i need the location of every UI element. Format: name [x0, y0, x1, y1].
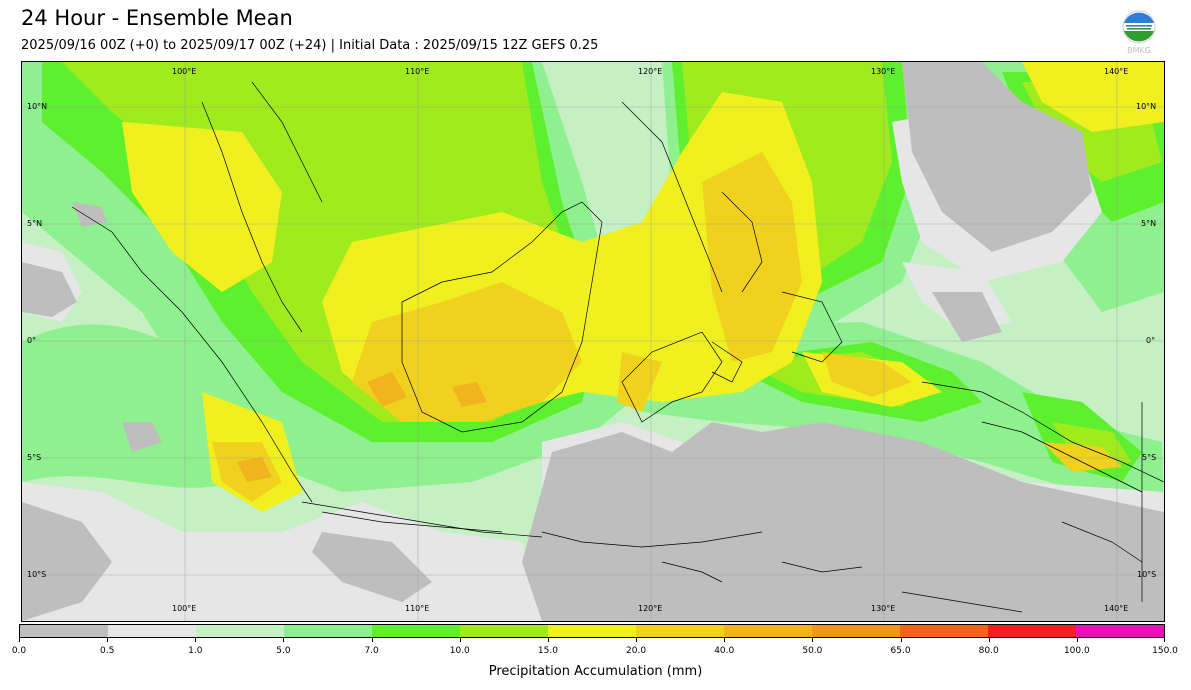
colorbar-segment: [1076, 625, 1164, 637]
colorbar-segment: [372, 625, 460, 637]
lat-label-10n-right: 10°N: [1136, 102, 1157, 111]
colorbar-tick-mark: [459, 638, 461, 642]
colorbar-label: Precipitation Accumulation (mm): [488, 664, 703, 679]
lon-label-110e-bottom: 110°E: [405, 604, 430, 613]
chart-title: 24 Hour - Ensemble Mean: [21, 6, 293, 30]
precipitation-map: [21, 61, 1165, 622]
lat-label-5n-right: 5°N: [1141, 219, 1157, 228]
colorbar-tick-mark: [547, 638, 549, 642]
colorbar-tick-label: 100.0: [1063, 646, 1090, 656]
colorbar-tick-mark: [107, 638, 109, 642]
colorbar-segment: [636, 625, 724, 637]
lat-label-0-left: 0°: [27, 336, 37, 345]
colorbar-tick-mark: [1164, 638, 1165, 642]
colorbar-segment: [988, 625, 1076, 637]
colorbar-tick-mark: [988, 638, 990, 642]
lat-label-5n-left: 5°N: [27, 219, 43, 228]
lon-label-100e-top: 100°E: [172, 67, 197, 76]
lat-label-5s-left: 5°S: [27, 453, 42, 462]
colorbar-segment: [548, 625, 636, 637]
colorbar-segment: [812, 625, 900, 637]
lon-label-140e-bottom: 140°E: [1104, 604, 1129, 613]
colorbar-tick-label: 10.0: [449, 646, 470, 656]
colorbar-segment: [724, 625, 812, 637]
colorbar-tick-label: 40.0: [714, 646, 735, 656]
lat-label-10n-left: 10°N: [27, 102, 48, 111]
lon-label-130e-bottom: 130°E: [871, 604, 896, 613]
lon-label-140e-top: 140°E: [1104, 67, 1129, 76]
colorbar-tick-label: 15.0: [537, 646, 558, 656]
lat-label-10s-left: 10°S: [27, 570, 47, 579]
colorbar-segment: [284, 625, 372, 637]
colorbar-tick-mark: [812, 638, 814, 642]
svg-text:BMKG: BMKG: [1127, 46, 1151, 55]
lat-label-0-right: 0°: [1146, 336, 1156, 345]
colorbar-tick-mark: [724, 638, 726, 642]
colorbar-segment: [196, 625, 284, 637]
colorbar-tick-mark: [19, 638, 20, 642]
colorbar-tick-label: 80.0: [978, 646, 999, 656]
colorbar-tick-mark: [371, 638, 373, 642]
lat-label-10s-right: 10°S: [1137, 570, 1157, 579]
colorbar-tick-label: 5.0: [276, 646, 291, 656]
colorbar-segment: [460, 625, 548, 637]
colorbar-tick-label: 7.0: [364, 646, 379, 656]
lon-label-100e-bottom: 100°E: [172, 604, 197, 613]
colorbar-tick-label: 1.0: [188, 646, 203, 656]
colorbar-segment: [20, 625, 108, 637]
colorbar-tick-label: 20.0: [626, 646, 647, 656]
colorbar-tick-label: 65.0: [890, 646, 911, 656]
lon-label-130e-top: 130°E: [871, 67, 896, 76]
colorbar-segment: [900, 625, 988, 637]
colorbar-tick-mark: [1076, 638, 1078, 642]
precipitation-colorbar: [19, 624, 1165, 638]
lon-label-110e-top: 110°E: [405, 67, 430, 76]
colorbar-tick-label: 0.0: [11, 646, 27, 656]
bmkg-logo: BMKG: [1121, 10, 1157, 56]
lat-label-5s-right: 5°S: [1142, 453, 1157, 462]
colorbar-tick-label: 0.5: [99, 646, 115, 656]
colorbar-tick-label: 150.0: [1152, 646, 1178, 656]
lon-label-120e-top: 120°E: [638, 67, 663, 76]
colorbar-tick-mark: [283, 638, 285, 642]
colorbar-segment: [108, 625, 196, 637]
colorbar-tick-label: 50.0: [802, 646, 823, 656]
chart-subtitle: 2025/09/16 00Z (+0) to 2025/09/17 00Z (+…: [21, 38, 599, 53]
colorbar-tick-mark: [195, 638, 197, 642]
colorbar-tick-mark: [636, 638, 638, 642]
lon-label-120e-bottom: 120°E: [638, 604, 663, 613]
colorbar-tick-mark: [900, 638, 902, 642]
